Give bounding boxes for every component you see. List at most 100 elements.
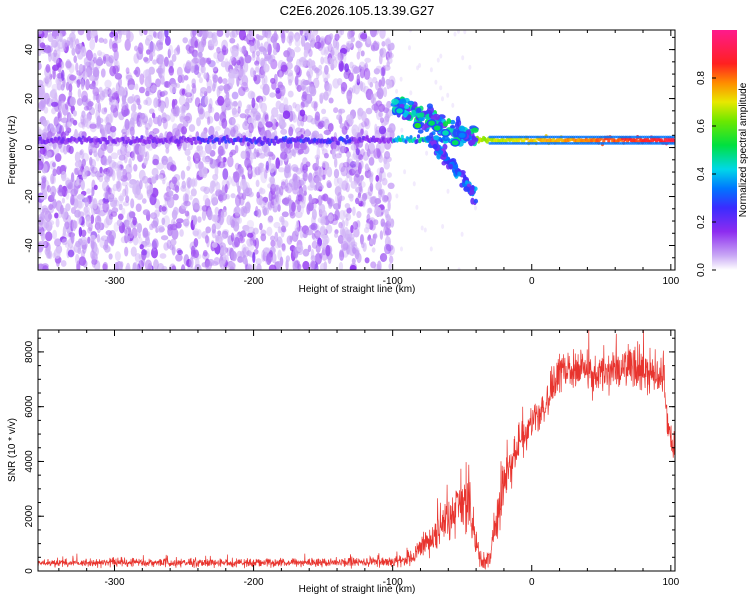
spectrogram-cell <box>247 30 255 41</box>
spectrogram-cell <box>117 213 124 221</box>
spectrogram-cell <box>378 79 382 89</box>
spectrogram-cell <box>286 69 294 77</box>
spectrogram-cell <box>375 174 380 182</box>
spectrogram-cell <box>136 121 143 128</box>
spectrogram-cell <box>248 167 252 175</box>
spectrogram-cell <box>188 97 193 104</box>
spectrogram-cell <box>60 170 67 182</box>
spectrogram-cell <box>321 141 325 152</box>
spectrogram-cell <box>356 252 362 264</box>
spectrogram-cell <box>388 48 392 60</box>
spectrogram-cell <box>300 34 306 47</box>
spectrogram-cell <box>279 70 283 80</box>
spectrogram-cell <box>148 117 153 128</box>
spectrogram-cell <box>344 63 349 73</box>
spectrogram-cell <box>109 65 117 77</box>
spectrogram-cell <box>233 100 238 107</box>
spectrogram-cell <box>164 96 169 109</box>
spectrogram-cell <box>98 37 105 43</box>
spectrogram-cell <box>103 155 108 166</box>
spectrogram-cell <box>212 38 219 47</box>
spectrogram-cell <box>138 260 145 270</box>
spectrogram-cell <box>246 219 255 229</box>
spectrogram-cell <box>89 38 96 51</box>
spectrogram-cell <box>85 98 92 105</box>
spectrogram-cell <box>220 246 228 255</box>
spectrogram-cell <box>231 107 238 116</box>
spectrogram-y-ticks: -40 -20 0 20 40 <box>24 36 675 271</box>
spectrogram-cell <box>399 76 403 82</box>
spectrogram-cell <box>270 180 276 189</box>
spectrogram-cell <box>232 212 241 219</box>
spectrogram-cell <box>292 260 298 270</box>
spectrogram-cell <box>315 34 321 44</box>
spectrogram-cell <box>161 117 167 124</box>
spectrogram-cell <box>178 95 186 106</box>
spectrogram-cell <box>284 178 289 189</box>
spectrogram-cell <box>54 92 58 101</box>
spectrogram-cell <box>275 157 281 169</box>
spectrogram-cell <box>415 139 419 144</box>
spectrogram-cell <box>199 145 204 156</box>
spectrogram-cell <box>183 75 189 81</box>
spectrogram-cell <box>249 152 257 160</box>
spectrogram-cell <box>81 158 86 167</box>
spectrogram-cell <box>340 86 346 95</box>
spectrogram-cell <box>75 62 79 73</box>
spectrogram-cell <box>386 52 394 59</box>
spectrogram-cell <box>331 148 336 160</box>
spectrogram-cell <box>221 118 228 129</box>
spectrogram-cell <box>244 157 251 169</box>
spectrogram-cell <box>106 234 115 244</box>
spectrogram-cell <box>258 152 266 159</box>
spectrogram-cell <box>164 35 171 46</box>
spectrogram-cell <box>454 121 460 129</box>
spectrogram-cell <box>151 238 159 250</box>
colorbar-gradient <box>712 30 737 270</box>
spectrogram-cell <box>150 212 158 220</box>
spectrogram-cell <box>379 167 385 174</box>
spectrogram-cell <box>231 67 239 79</box>
spectrogram-cell <box>65 59 72 70</box>
spectrogram-cell <box>193 237 199 248</box>
spectrogram-cell <box>263 63 270 73</box>
spectrogram-cell <box>117 149 123 156</box>
spectrogram-cell <box>281 197 290 205</box>
spectrogram-cell <box>230 193 236 199</box>
spectrogram-cell <box>252 110 261 121</box>
spectrogram-cell <box>261 140 265 145</box>
spectrogram-cell <box>359 160 364 170</box>
spectrogram-cell <box>396 108 403 114</box>
spectrogram-cell <box>386 100 392 109</box>
spectrogram-cell <box>251 52 256 62</box>
spectrogram-cell <box>306 68 314 79</box>
spectrogram-cell <box>91 30 97 36</box>
spectrogram-cell <box>356 51 361 60</box>
spectrogram-cell <box>266 226 273 237</box>
spectrogram-cell <box>277 263 282 269</box>
spectrogram-frame <box>37 29 676 271</box>
spectrogram-cell <box>53 49 58 58</box>
spectrogram-cell <box>307 244 312 253</box>
spectrogram-cell <box>129 126 135 137</box>
spectrogram-cell <box>284 185 289 192</box>
spectrogram-cell <box>179 115 185 123</box>
spectrogram-cell <box>115 37 122 44</box>
spectrogram-cell <box>351 153 359 161</box>
spectrogram-cell <box>387 200 391 212</box>
spectrogram-cell <box>312 77 320 89</box>
spectrogram-cell <box>313 30 319 36</box>
spectrogram-cell <box>326 182 332 189</box>
spectrogram-cell <box>109 31 115 38</box>
spectrogram-cell <box>304 99 312 105</box>
spectrogram-cell <box>256 191 261 199</box>
colorbar-tick-label: 0.2 <box>696 215 707 229</box>
spectrogram-cell <box>356 73 361 83</box>
spectrogram-cell <box>51 191 55 201</box>
spectrogram-cell <box>129 231 134 239</box>
spectrogram-cell <box>113 49 119 61</box>
spectrogram-cell <box>40 241 47 248</box>
spectrogram-x-tick-label: -200 <box>244 276 264 287</box>
spectrogram-cell <box>275 260 283 270</box>
spectrogram-cell <box>403 104 410 110</box>
